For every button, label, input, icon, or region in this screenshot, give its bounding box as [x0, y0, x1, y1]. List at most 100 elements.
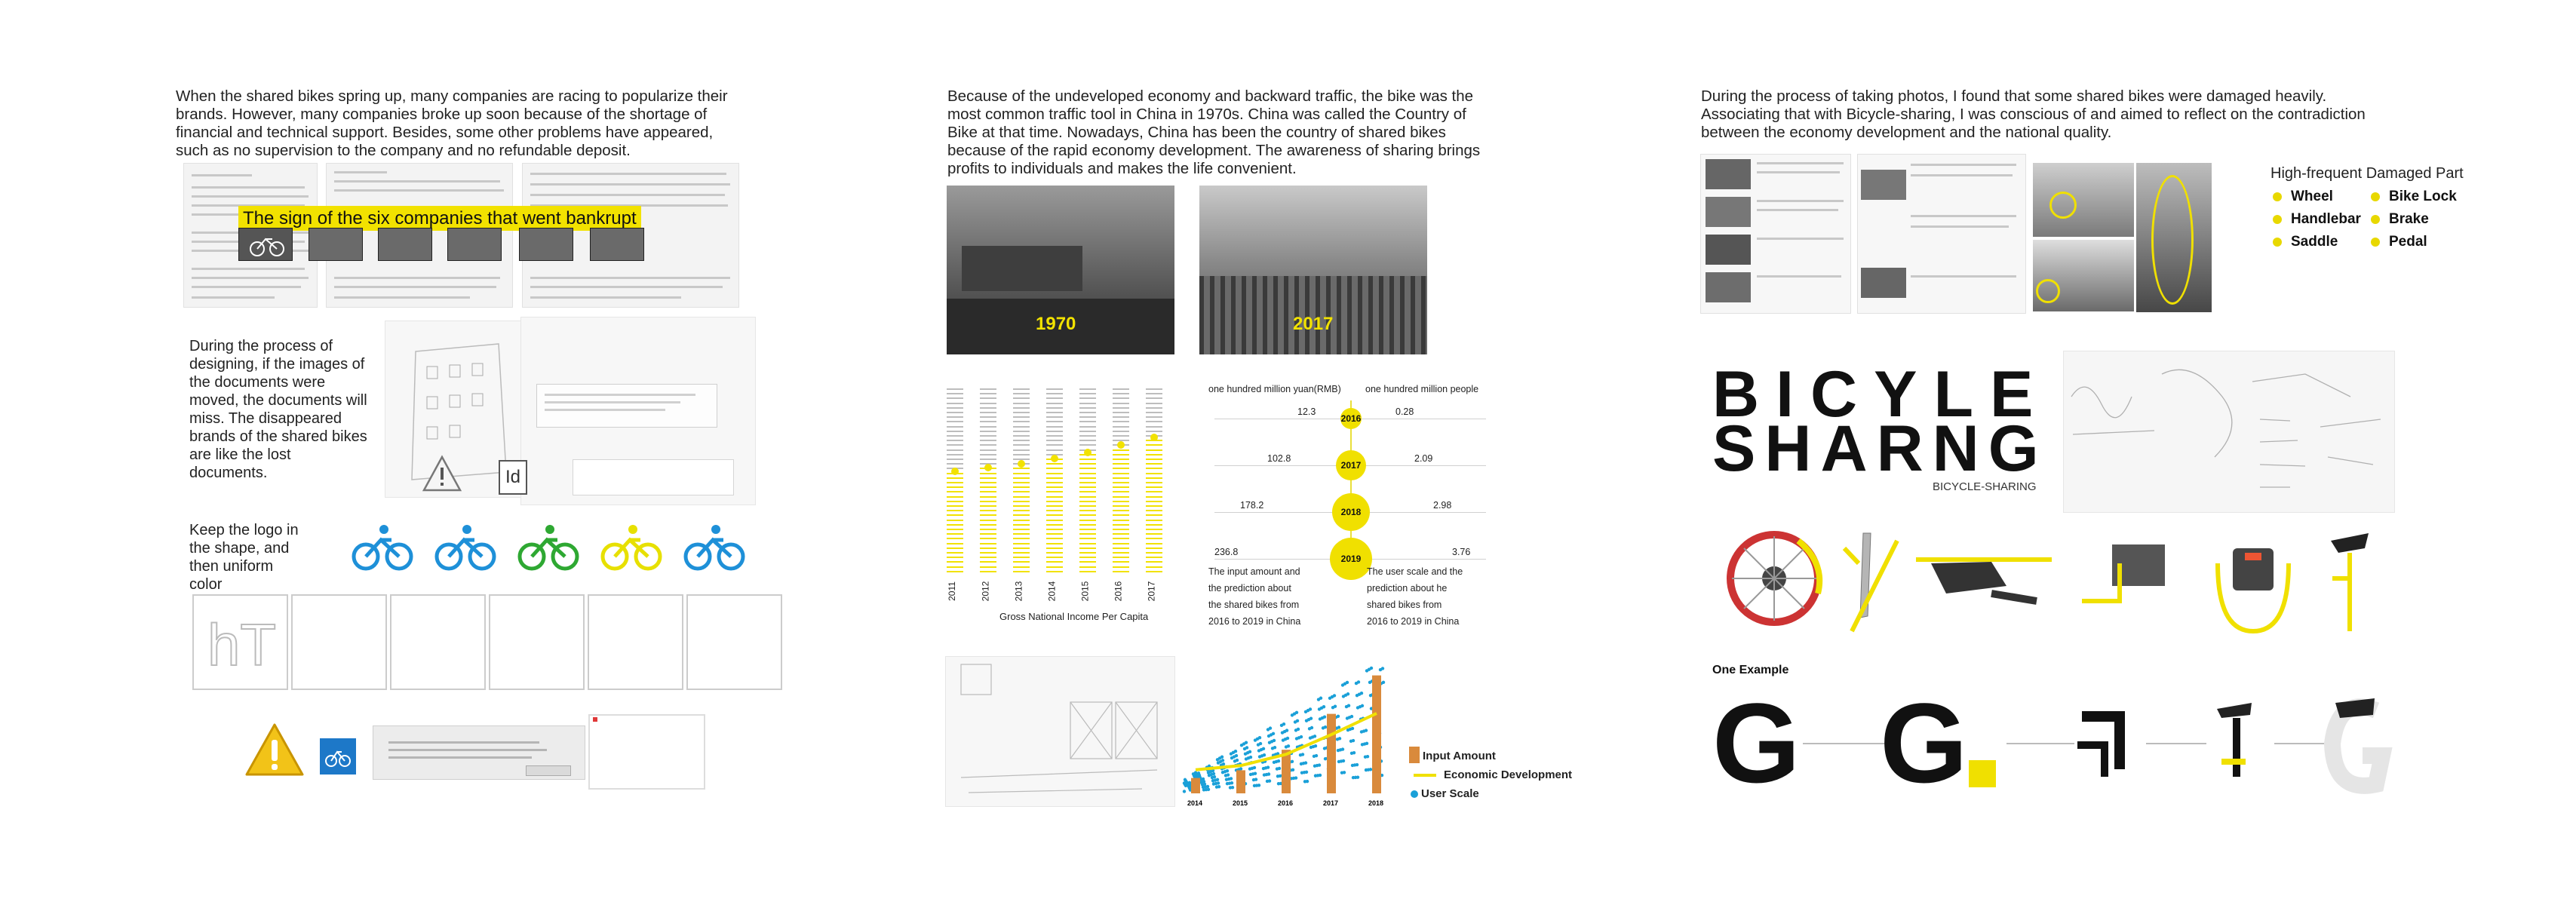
colored-bike-logo-icon — [517, 525, 579, 571]
example-letter-g-broken: G — [1880, 679, 1968, 806]
outlined-logo-1: hT — [192, 594, 288, 690]
economic-development-line — [1195, 712, 1377, 771]
chart-sketch — [945, 656, 1175, 807]
user-scale-dot — [1211, 779, 1215, 783]
user-scale-dot — [1378, 667, 1383, 672]
missing-link-dialog — [373, 725, 585, 780]
letters-outline-icon: hT — [207, 611, 277, 679]
user-scale-dot — [1321, 726, 1325, 730]
user-scale-dot — [1279, 723, 1284, 728]
damaged-part-item: Saddle — [2273, 234, 2338, 250]
damaged-part-item: Bike Lock — [2371, 189, 2457, 205]
right-value: 2.98 — [1433, 500, 1452, 511]
outlined-logo-6 — [686, 594, 782, 690]
example-step-saddle-icon — [2217, 703, 2252, 777]
user-scale-dot — [1318, 717, 1322, 721]
year-circle: 2017 — [1336, 450, 1366, 480]
user-scale-dot — [1364, 768, 1368, 772]
user-scale-dot — [1214, 785, 1219, 789]
user-scale-dot — [1200, 783, 1205, 787]
bullet-dot — [2273, 237, 2282, 247]
colored-bike-logo-icon — [352, 525, 413, 571]
user-scale-dot — [1335, 738, 1340, 741]
left-header: one hundred million yuan(RMB) — [1208, 384, 1341, 394]
handwriting-sketch — [2063, 351, 2395, 513]
news-screenshot-left — [1700, 154, 1851, 314]
user-scale-dot — [1351, 775, 1356, 780]
bankrupt-logo-2 — [309, 228, 363, 261]
blue-bike-icon — [320, 738, 356, 775]
user-scale-dot — [1272, 760, 1276, 765]
gni-year-label: 2012 — [980, 581, 991, 602]
dialog-panel — [573, 459, 734, 495]
gni-column — [980, 388, 996, 577]
user-scale-dot — [1281, 738, 1285, 742]
title-line1: BICYLE — [1712, 358, 2050, 431]
user-scale-dot — [1336, 748, 1340, 753]
bullet-dot — [2371, 237, 2380, 247]
example-step-bracket — [2077, 711, 2125, 777]
damaged-part-item: Pedal — [2371, 234, 2427, 250]
user-scale-dot — [1184, 784, 1188, 788]
highlight-label: The sign of the six companies that went … — [238, 206, 641, 231]
sketch-lines-icon — [960, 664, 1158, 793]
user-scale-dot — [1294, 728, 1298, 732]
user-scale-dot — [1284, 745, 1288, 749]
user-scale-dot — [1355, 694, 1359, 698]
gni-level-dot — [1117, 441, 1125, 449]
arrow-2 — [2006, 743, 2074, 744]
user-scale-dot — [1270, 747, 1275, 750]
example-label: One Example — [1712, 664, 1789, 676]
bankrupt-logo-3 — [378, 228, 432, 261]
user-scale-dot — [1262, 773, 1267, 777]
indesign-glyph: Id — [505, 467, 520, 487]
user-scale-dot — [1239, 744, 1244, 747]
photo-2017-label: 2017 — [1293, 314, 1334, 334]
user-scale-dot — [1290, 713, 1294, 717]
bullet-dot — [2273, 214, 2282, 224]
left-value: 236.8 — [1214, 547, 1239, 557]
user-scale-dot — [1244, 757, 1248, 761]
input-amount-bar — [1191, 778, 1200, 793]
user-scale-dot — [1368, 693, 1373, 698]
user-scale-dot — [1304, 719, 1309, 722]
user-scale-dot — [1224, 778, 1229, 781]
brake-part-icon — [1842, 532, 1899, 633]
user-scale-dot — [1224, 774, 1228, 778]
combo-year-label: 2015 — [1233, 799, 1248, 807]
gni-column — [1113, 388, 1129, 577]
user-scale-dot — [1300, 771, 1304, 775]
warning-sketch-icon — [421, 452, 463, 498]
user-scale-dot — [1359, 730, 1364, 734]
user-scale-dot — [1280, 731, 1285, 735]
combo-year-label: 2017 — [1323, 799, 1338, 807]
bankrupt-logo-5 — [519, 228, 573, 261]
highlight-text: The sign of the six companies that went … — [243, 208, 637, 229]
colored-logo-row — [349, 520, 757, 573]
user-scale-dot — [1354, 681, 1359, 686]
damaged-list: Wheel Handlebar Saddle Bike Lock Brake Pedal — [2273, 189, 2457, 264]
handwriting-lines-icon — [2071, 369, 2381, 488]
gni-year-label: 2017 — [1146, 581, 1157, 602]
user-scale-dot — [1341, 695, 1346, 698]
right-value: 0.28 — [1395, 406, 1414, 417]
gni-column — [947, 388, 963, 577]
gni-year-label: 2013 — [1013, 581, 1024, 602]
final-g-icon — [2323, 698, 2393, 794]
saddle-part-icon — [2331, 533, 2369, 631]
user-scale-dot — [1317, 707, 1322, 711]
user-scale-dot — [1299, 762, 1303, 766]
combo-chart: 2014 2015 2016 2017 2018 — [1181, 658, 1392, 812]
right-value: 3.76 — [1452, 547, 1471, 557]
year-circle: 2018 — [1332, 493, 1370, 531]
right-value: 2.09 — [1414, 453, 1433, 464]
gni-level-dot — [1150, 434, 1158, 441]
photo-1970-label: 1970 — [1036, 314, 1076, 334]
user-scale-dot — [1233, 759, 1237, 763]
user-scale-dot — [1228, 786, 1233, 790]
user-scale-dot — [1216, 761, 1220, 765]
bike-icon — [250, 238, 284, 256]
user-scale-dot — [1303, 710, 1308, 714]
outlined-logo-row: hT — [192, 594, 782, 691]
user-scale-dot — [1345, 716, 1349, 720]
